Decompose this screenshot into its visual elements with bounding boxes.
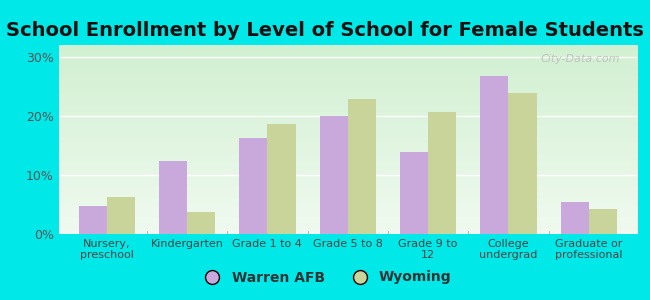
Bar: [267, 124, 296, 234]
Bar: [589, 208, 617, 234]
Bar: [428, 112, 456, 234]
Bar: [187, 212, 215, 234]
Bar: [480, 76, 508, 234]
Bar: [239, 138, 267, 234]
Bar: [159, 161, 187, 234]
Text: City-Data.com: City-Data.com: [540, 55, 619, 64]
Bar: [508, 93, 536, 234]
Bar: [348, 99, 376, 234]
Text: School Enrollment by Level of School for Female Students: School Enrollment by Level of School for…: [6, 21, 644, 40]
Bar: [107, 197, 135, 234]
Bar: [400, 152, 428, 234]
Legend: Warren AFB, Wyoming: Warren AFB, Wyoming: [193, 265, 457, 290]
Bar: [320, 116, 348, 234]
Bar: [561, 202, 589, 234]
Bar: [79, 206, 107, 234]
